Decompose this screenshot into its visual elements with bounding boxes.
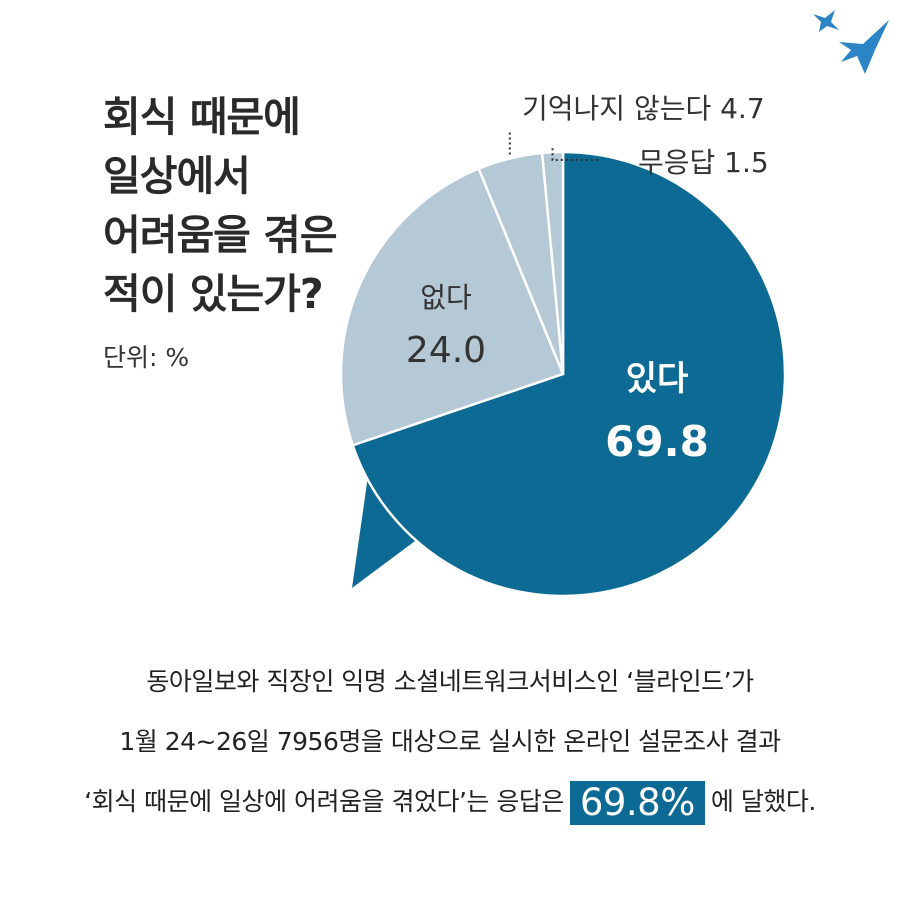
bird-logo-icon [813, 10, 889, 74]
slice-label-있다: 있다 [626, 359, 689, 399]
chart-title: 회식 때문에 일상에서 어려움을 겪은 적이 있는가? [103, 88, 403, 324]
slice-value-없다: 24.0 [406, 330, 486, 371]
caption: 동아일보와 직장인 익명 소셜네트워크서비스인 ‘블라인드’가 1월 24~26… [0, 652, 900, 832]
pie-slice [339, 167, 565, 447]
slice-label-없다: 없다 [420, 281, 472, 314]
title-line: 일상에서 [103, 152, 251, 200]
caption-line-3: ‘회식 때문에 일상에 어려움을 겪었다’는 응답은 69.8% 에 달했다. [0, 772, 900, 832]
pie-chart: 있다 69.8 없다 24.0 기억나지 않는다 4.7 무응답 1.5 [339, 92, 787, 598]
caption-text: ‘회식 때문에 일상에 어려움을 겪었다’는 응답은 [84, 787, 564, 816]
slice-label-기억나지않는다: 기억나지 않는다 4.7 [522, 92, 765, 125]
caption-line-2: 1월 24~26일 7956명을 대상으로 실시한 온라인 설문조사 결과 [119, 727, 781, 756]
pie-slice [540, 150, 565, 375]
title-line: 적이 있는가? [103, 270, 324, 318]
pie-slice [351, 150, 787, 598]
highlight-value: 69.8% [569, 781, 705, 825]
slice-value-있다: 69.8 [605, 417, 709, 466]
caption-text: 에 달했다. [710, 787, 816, 816]
caption-line-1: 동아일보와 직장인 익명 소셜네트워크서비스인 ‘블라인드’가 [146, 667, 754, 696]
leader-line [551, 148, 601, 161]
title-line: 어려움을 겪은 [103, 211, 338, 259]
unit-label: 단위: % [103, 343, 190, 372]
slice-label-무응답: 무응답 1.5 [638, 146, 769, 179]
title-line: 회식 때문에 [103, 93, 301, 141]
